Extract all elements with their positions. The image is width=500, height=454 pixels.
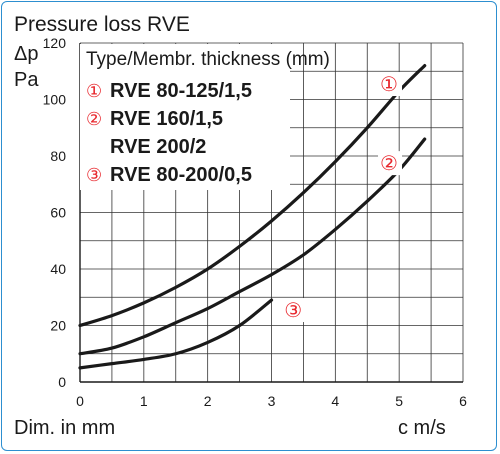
x-tick-label: 1 [140,393,148,409]
chart-title: Pressure loss RVE [14,13,190,36]
x-tick-label: 4 [331,393,339,409]
x-tick-label: 3 [268,393,276,409]
curve-3 [78,298,274,370]
y-tick-label: 20 [50,318,66,334]
legend-label-3: RVE 200/2 [110,136,206,158]
y-tick-label: 40 [50,261,66,277]
legend-marker-1: ① [86,81,102,102]
y-tick-label: 80 [50,148,66,164]
x-tick-label: 6 [459,393,467,409]
curve-marker-background [282,298,307,323]
y-tick-label: 60 [50,205,66,221]
curve-1 [78,63,427,328]
y-tick-label: 120 [43,35,67,51]
y-axis-unit: Pa [14,69,39,91]
curve-marker-2: ② [380,151,398,175]
legend-label-1: RVE 80-125/1,5 [110,80,252,102]
x-axis-label: Dim. in mm [14,417,115,439]
curve-marker-1: ① [380,72,398,96]
x-tick-label: 5 [395,393,403,409]
curve-markers: ① ② ③ [282,72,403,323]
legend-marker-2: ② [86,109,102,130]
legend-title: Type/Membr. thickness (mm) [86,49,330,70]
y-tick-label: 100 [43,92,67,108]
legend-label-4: RVE 80-200/0,5 [110,164,252,186]
curve-marker-3: ③ [284,298,302,322]
curve-marker-background [378,72,403,97]
curve-2 [78,137,427,356]
y-tick-label: 0 [58,374,66,390]
legend: Type/Membr. thickness (mm) ① RVE 80-125/… [80,44,330,190]
legend-label-2: RVE 160/1,5 [110,108,223,130]
y-axis-symbol: Δp [14,43,38,65]
curves [78,63,427,370]
x-axis-unit: c m/s [398,417,446,439]
x-tick-label: 2 [204,393,212,409]
curve-marker-background [378,151,403,176]
x-tick-label: 0 [76,393,84,409]
legend-marker-4: ③ [86,165,102,186]
legend-background [80,44,290,190]
